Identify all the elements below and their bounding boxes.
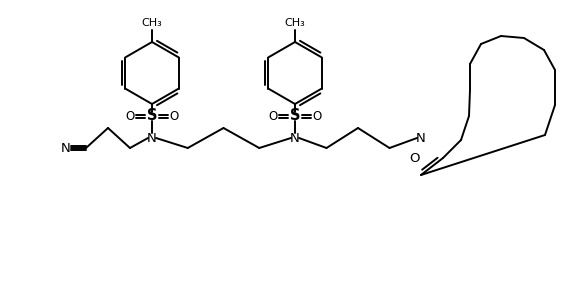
- Text: CH₃: CH₃: [142, 18, 162, 28]
- Text: O: O: [126, 109, 135, 122]
- Text: N: N: [290, 132, 300, 145]
- Text: N: N: [416, 132, 426, 145]
- Text: O: O: [312, 109, 321, 122]
- Text: S: S: [147, 109, 157, 124]
- Text: N: N: [147, 132, 157, 145]
- Text: S: S: [290, 109, 300, 124]
- Text: O: O: [169, 109, 179, 122]
- Text: CH₃: CH₃: [285, 18, 306, 28]
- Text: N: N: [61, 141, 71, 154]
- Text: O: O: [409, 152, 419, 165]
- Text: O: O: [268, 109, 278, 122]
